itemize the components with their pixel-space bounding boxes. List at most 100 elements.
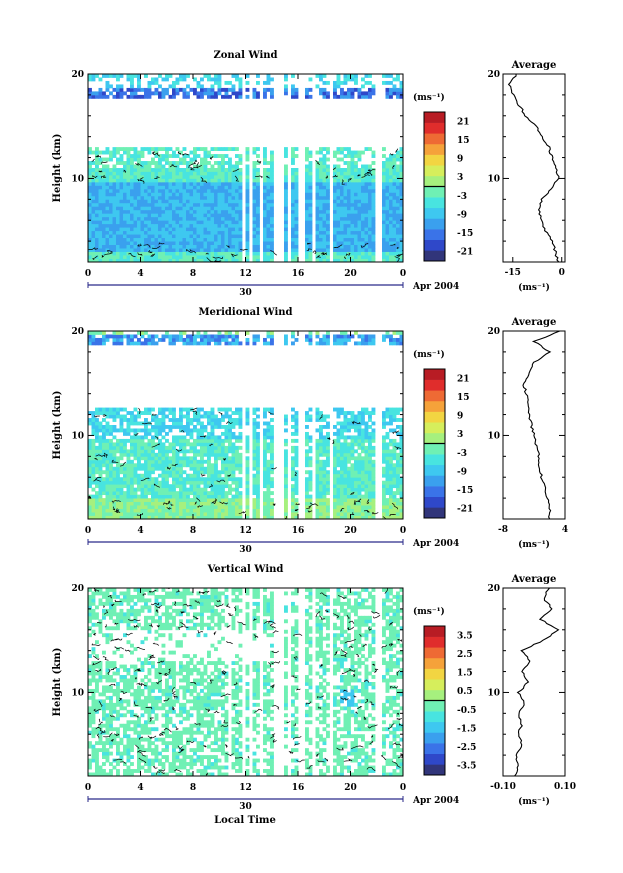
profile-y-tick-label: 20	[487, 70, 500, 80]
colorbar-swatch	[424, 218, 445, 230]
colorbar-unit: (ms⁻¹)	[413, 606, 445, 617]
x-tick-label: 12	[239, 526, 252, 536]
colorbar-swatch	[424, 154, 445, 166]
colorbar-swatch	[424, 764, 445, 776]
x-tick-label: 0	[85, 783, 91, 793]
colorbar-swatch	[424, 454, 445, 466]
profile-y-tick-label: 10	[487, 688, 500, 698]
x-tick-label: 8	[190, 526, 196, 536]
colorbar-swatch	[424, 411, 445, 423]
contour-lines	[88, 407, 402, 519]
heatmap-field	[88, 74, 403, 262]
colorbar-unit: (ms⁻¹)	[413, 92, 445, 103]
colorbar-unit: (ms⁻¹)	[413, 349, 445, 360]
x-tick-label: 20	[344, 526, 357, 536]
colorbar-swatch	[424, 133, 445, 145]
panel-title: Vertical Wind	[207, 564, 284, 575]
x-tick-label: 20	[344, 269, 357, 279]
panel-title: Zonal Wind	[213, 50, 277, 61]
colorbar-tick-label: -0.5	[457, 706, 476, 716]
colorbar-swatch	[424, 486, 445, 498]
profile-series-line	[522, 331, 560, 519]
colorbar-swatch	[424, 112, 445, 123]
profile-title: Average	[511, 60, 557, 71]
colorbar-swatch	[424, 143, 445, 155]
contour-lines	[91, 588, 403, 776]
x-tick-label: 0	[400, 526, 406, 536]
x-tick-label: 20	[344, 783, 357, 793]
x-tick-label: 4	[137, 526, 143, 536]
colorbar-tick-label: 15	[457, 136, 470, 146]
colorbar-swatch	[424, 239, 445, 251]
x-tick-label: 0	[85, 526, 91, 536]
panel-1: Zonal Wind 0 4 8 12 16 20 0 10 20 Height (km) 3 0 Apr…	[52, 50, 566, 298]
colorbar-tick-label: -3.5	[457, 762, 476, 772]
panel-2: Meridional Wind 0 4 8 12 16 20 0 10 20 Height (km)…	[52, 307, 568, 555]
x-tick-label: 8	[190, 269, 196, 279]
heatmap-field	[88, 588, 403, 776]
colorbar-swatch	[424, 390, 445, 402]
x-tick-label: 4	[137, 783, 143, 793]
colorbar-tick-label: 3	[457, 173, 463, 183]
y-tick-label: 20	[71, 70, 84, 80]
colorbar-tick-label: -1.5	[457, 724, 476, 734]
x-tick-label: 4	[137, 269, 143, 279]
colorbar-tick-label: -21	[457, 505, 473, 515]
x-tick-label: 16	[292, 269, 305, 279]
x-tick-label: 0	[400, 269, 406, 279]
date-label: Apr 2004	[412, 282, 459, 292]
colorbar-tick-label: 21	[457, 374, 470, 384]
colorbar-tick-label: -21	[457, 248, 473, 258]
colorbar-swatch	[424, 443, 445, 455]
colorbar-swatch	[424, 647, 445, 659]
y-axis-label: Height (km)	[52, 391, 63, 460]
x-tick-label: 12	[239, 269, 252, 279]
colorbar-swatch	[424, 507, 445, 519]
day-label: 30	[239, 545, 252, 555]
profile-x-tick-label: 4	[562, 525, 568, 535]
colorbar-swatch	[424, 369, 445, 380]
colorbar-tick-label: 15	[457, 393, 470, 403]
y-tick-label: 10	[71, 174, 84, 184]
colorbar-swatch	[424, 668, 445, 680]
profile-y-tick-label: 20	[487, 327, 500, 337]
colorbar-tick-label: -3	[457, 192, 467, 202]
y-tick-label: 10	[71, 688, 84, 698]
colorbar-tick-label: 3	[457, 430, 463, 440]
profile-x-tick-label: 0	[559, 268, 565, 278]
y-tick-label: 10	[71, 431, 84, 441]
colorbar-swatch	[424, 229, 445, 241]
profile-series-line	[514, 588, 560, 776]
x-tick-label: 12	[239, 783, 252, 793]
colorbar-tick-label: -9	[457, 467, 467, 477]
colorbar-swatch	[424, 197, 445, 209]
x-tick-label: 16	[292, 526, 305, 536]
profile-y-tick-label: 10	[487, 174, 500, 184]
colorbar-tick-label: -2.5	[457, 743, 476, 753]
colorbar-swatch	[424, 165, 445, 177]
colorbar-swatch	[424, 679, 445, 691]
profile-x-tick-label: -0.10	[490, 782, 516, 792]
x-axis-label: Local Time	[214, 815, 276, 826]
colorbar-swatch	[424, 732, 445, 744]
colorbar-swatch	[424, 711, 445, 723]
profile-y-tick-label: 10	[487, 431, 500, 441]
profile-frame	[502, 587, 566, 777]
colorbar-swatch	[424, 636, 445, 648]
profile-x-tick-label: 0.10	[554, 782, 576, 792]
profile-x-label: (ms⁻¹)	[518, 796, 550, 807]
colorbar-swatch	[424, 753, 445, 765]
colorbar-swatch	[424, 721, 445, 733]
colorbar-swatch	[424, 432, 445, 444]
colorbar-tick-label: -15	[457, 486, 473, 496]
profile-x-tick-label: -15	[505, 268, 521, 278]
colorbar-swatch	[424, 464, 445, 476]
y-axis-label: Height (km)	[52, 134, 63, 203]
x-tick-label: 0	[85, 269, 91, 279]
x-tick-label: 8	[190, 783, 196, 793]
colorbar-swatch	[424, 379, 445, 391]
day-label: 30	[239, 802, 252, 812]
colorbar-swatch	[424, 475, 445, 487]
colorbar-tick-label: -3	[457, 449, 467, 459]
